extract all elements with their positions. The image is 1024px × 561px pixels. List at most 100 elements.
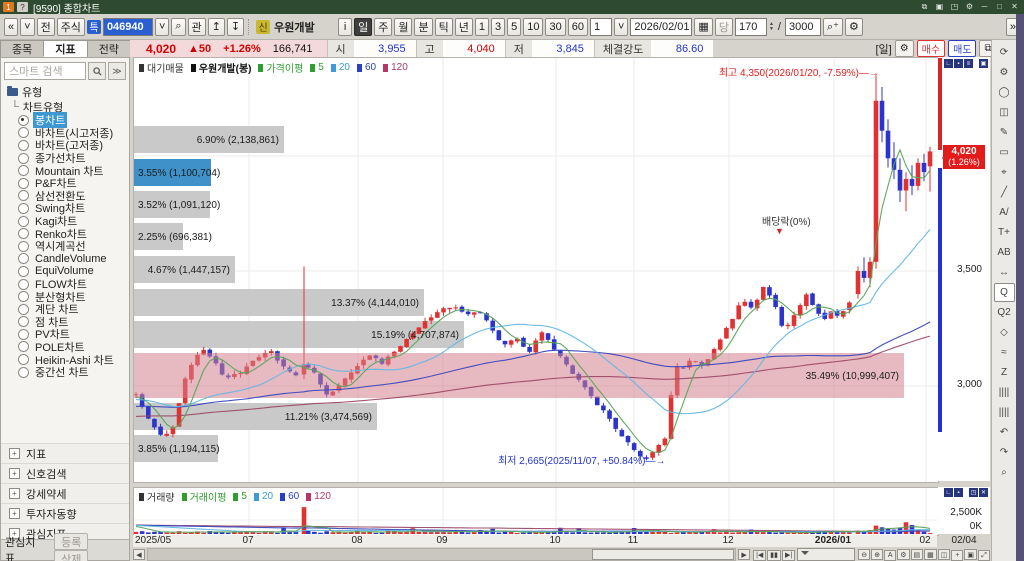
radio-icon[interactable] xyxy=(18,278,29,290)
radio-icon[interactable] xyxy=(18,202,29,214)
quote-settings-button[interactable]: ⚙ xyxy=(894,40,914,57)
tab-지표[interactable]: 지표 xyxy=(43,40,88,57)
interval-10-button[interactable]: 10 xyxy=(523,17,544,36)
footer-button-삭제[interactable]: 삭제 xyxy=(54,550,89,561)
stock-search-button[interactable]: ⌕ xyxy=(171,17,186,36)
chart-type-item[interactable]: Mountain 차트 xyxy=(1,164,127,178)
expand-icon[interactable]: + xyxy=(9,448,20,459)
radio-icon[interactable] xyxy=(18,341,29,353)
chart-type-item[interactable]: 분산형차트 xyxy=(1,290,127,304)
period-week-button[interactable]: 주 xyxy=(374,17,393,36)
refresh-icon[interactable]: ⟳ xyxy=(999,47,1009,58)
window-settings-icon[interactable]: ⚙ xyxy=(965,2,974,12)
tree-root[interactable]: └ 차트유형 xyxy=(1,99,127,114)
split-view-button[interactable]: ◫ xyxy=(937,549,951,561)
chart-type-item[interactable]: Renko차트 xyxy=(1,227,127,241)
toolbar-settings-button[interactable]: ⚙ xyxy=(844,17,863,36)
close-button[interactable]: ✕ xyxy=(1011,2,1018,12)
zoom-preset-button[interactable]: ⌕⁺ xyxy=(822,17,843,36)
section-투자자동향[interactable]: + 투자자동향 xyxy=(1,503,129,523)
minimize-button[interactable]: ─ xyxy=(981,2,988,12)
chart-type-item[interactable]: 점 차트 xyxy=(1,316,127,329)
crosshair-tool-icon[interactable]: ⌖ xyxy=(1001,167,1007,178)
radio-icon[interactable] xyxy=(18,240,29,252)
toolbar-dropdown-button[interactable]: ˅ xyxy=(20,17,35,36)
two-point-tool-icon[interactable]: ↔ xyxy=(999,267,1009,278)
expand-icon[interactable]: + xyxy=(9,528,20,539)
stock-info-button[interactable]: i xyxy=(338,17,353,36)
auto-trendline-icon[interactable]: A/ xyxy=(999,207,1009,218)
zoom-in-button[interactable]: ⊕ xyxy=(871,549,884,561)
zoom-icon[interactable]: ⌕ xyxy=(1001,467,1007,478)
expand-icon[interactable]: + xyxy=(9,508,20,519)
scroll-left-arrow[interactable]: ◀ xyxy=(133,549,145,560)
radio-icon[interactable] xyxy=(18,139,29,151)
interval-dropdown-button[interactable]: ˅ xyxy=(613,17,629,36)
sell-button[interactable]: 매도 xyxy=(948,40,977,57)
interval-5-button[interactable]: 5 xyxy=(507,17,522,36)
similar-chart-icon[interactable]: ≈ xyxy=(1001,347,1007,358)
collapse-left-button[interactable]: « xyxy=(4,17,19,36)
chart-type-item[interactable]: Heikin-Ashi 차트 xyxy=(1,353,127,367)
zoom-out-button[interactable]: ⊖ xyxy=(858,549,871,561)
step-last-button[interactable]: ▶| xyxy=(782,549,796,561)
interval-3-button[interactable]: 3 xyxy=(490,17,506,36)
pattern-search-icon[interactable]: ◇ xyxy=(1000,327,1008,338)
popup-icon[interactable]: ▣ xyxy=(935,2,944,12)
undo-icon[interactable]: ↶ xyxy=(999,427,1009,438)
tab-종목[interactable]: 종목 xyxy=(0,40,45,57)
pause-button[interactable]: ▮▮ xyxy=(767,549,782,561)
period-month-button[interactable]: 월 xyxy=(394,17,413,36)
chart-type-item[interactable]: EquiVolume xyxy=(1,265,127,278)
section-신호검색[interactable]: + 신호검색 xyxy=(1,463,129,483)
chart-settings-icon[interactable]: ⚙ xyxy=(999,67,1009,78)
interval-60-button[interactable]: 60 xyxy=(567,17,588,36)
stock-code-input[interactable]: 046940 xyxy=(102,17,153,36)
price-chart-panel[interactable]: 6.90% (2,138,861) 3.55% (1,100,704) 3.52% … xyxy=(133,57,939,483)
scrollbar-thumb[interactable] xyxy=(592,549,735,560)
price-bars-icon[interactable]: |||| xyxy=(998,407,1010,418)
horizontal-scrollbar[interactable] xyxy=(147,548,737,561)
volume-bars-icon[interactable]: |||| xyxy=(998,387,1010,398)
chart-type-item[interactable]: Swing차트 xyxy=(1,202,127,215)
volume-panel-control-buttons[interactable]: ∟ ▪ xyxy=(944,488,963,497)
print-button[interactable]: ▣ xyxy=(964,549,977,561)
scroll-right-arrow[interactable]: ▶ xyxy=(738,549,751,560)
chart-type-item[interactable]: CandleVolume xyxy=(1,253,127,266)
save-chart-button[interactable]: ↧ xyxy=(226,17,245,36)
bottom-settings-button[interactable]: ⚙ xyxy=(897,549,910,561)
maximize-button[interactable]: □ xyxy=(997,2,1002,12)
chart-type-item[interactable]: P&F차트 xyxy=(1,177,127,190)
help-icon[interactable]: ? xyxy=(17,2,28,12)
zigzag-icon[interactable]: Z xyxy=(1000,367,1008,378)
date-input[interactable]: 2026/02/01 xyxy=(630,17,693,36)
font-size-button[interactable]: A xyxy=(884,549,897,561)
footer-button-등록[interactable]: 등록 xyxy=(54,533,89,550)
code-dropdown-button[interactable]: ˅ xyxy=(154,17,170,36)
panel-control-buttons[interactable]: ∟ ▪ ≡ xyxy=(944,59,973,68)
buy-button[interactable]: 매수 xyxy=(916,40,946,57)
watchlist-button[interactable]: 관 xyxy=(187,17,206,36)
radio-icon[interactable] xyxy=(18,265,29,277)
radio-icon[interactable] xyxy=(18,354,29,366)
capture-icon[interactable]: ◳ xyxy=(950,2,959,12)
interval-1-button[interactable]: 1 xyxy=(474,17,489,36)
add-panel-button[interactable]: + xyxy=(951,549,964,561)
radio-icon[interactable] xyxy=(18,291,29,303)
layout-button[interactable]: ▤ xyxy=(910,549,924,561)
volume-chart-panel[interactable]: 거래량 거래이평 5 20 60 120 xyxy=(133,487,939,536)
radio-icon[interactable] xyxy=(18,215,29,227)
tab-전략[interactable]: 전략 xyxy=(86,40,131,57)
period-tick-button[interactable]: 틱 xyxy=(434,17,453,36)
replay-slider[interactable] xyxy=(797,548,856,561)
radio-icon[interactable] xyxy=(18,177,29,189)
chart-type-item[interactable]: 삼선전환도 xyxy=(1,190,127,203)
chart-type-item[interactable]: PV차트 xyxy=(1,328,127,341)
chart-type-item[interactable]: POLE차트 xyxy=(1,341,127,354)
volume-axis[interactable]: ∟ ▪ ◳ ✕ 2,500K 0K xyxy=(938,487,990,534)
price-axis[interactable]: ∟ ▪ ≡ ▣ 4,020 (1.26%) 3,500 3,000 xyxy=(938,57,990,481)
visible-bars-input[interactable]: 170 xyxy=(734,17,767,36)
redo-icon[interactable]: ↷ xyxy=(999,447,1009,458)
asset-type-button[interactable]: 주식 xyxy=(56,17,85,36)
search-icon[interactable] xyxy=(88,62,106,80)
